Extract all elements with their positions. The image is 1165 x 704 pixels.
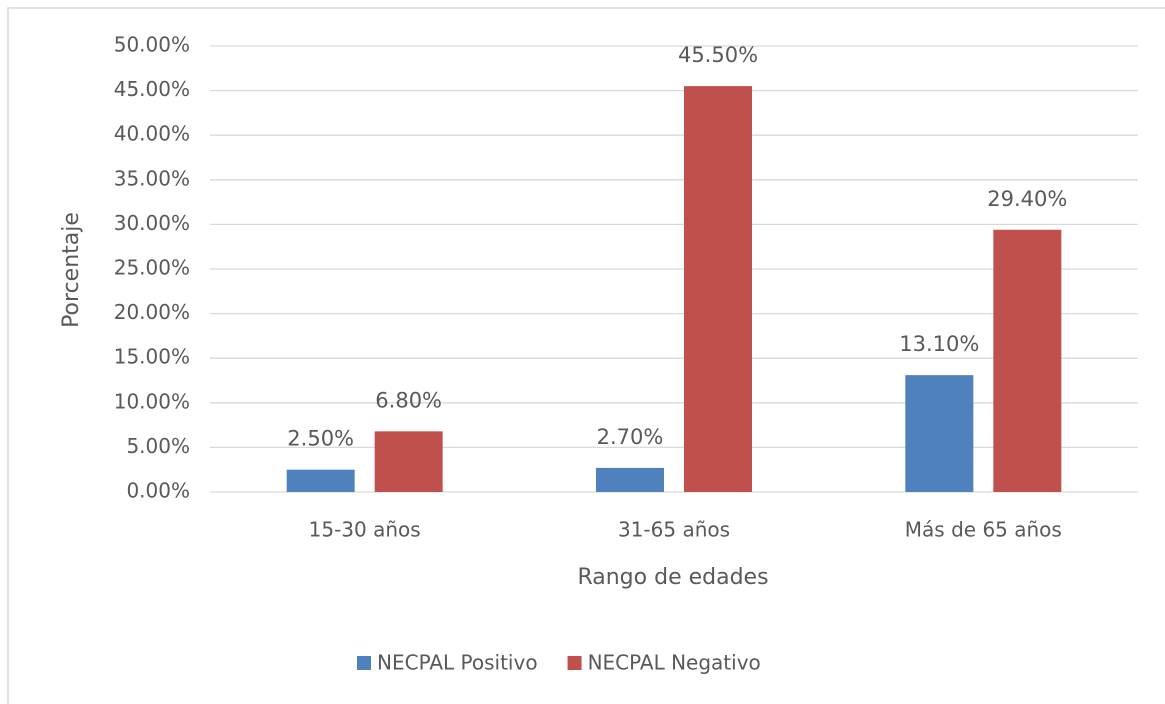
y-tick-label: 5.00%: [126, 434, 190, 458]
data-label: 45.50%: [678, 43, 758, 67]
legend-swatch: [567, 656, 582, 670]
data-label: 2.70%: [597, 425, 664, 449]
data-label: 6.80%: [375, 388, 442, 412]
x-tick-label: 15-30 años: [309, 518, 421, 542]
y-tick-label: 20.00%: [114, 300, 190, 324]
legend-label: NECPAL Negativo: [588, 651, 761, 675]
data-label: 29.40%: [987, 187, 1067, 211]
y-tick-label: 45.00%: [114, 77, 190, 101]
chart-frame: [7, 7, 1165, 704]
data-label: 13.10%: [899, 332, 979, 356]
data-label: 2.50%: [287, 427, 354, 451]
y-tick-label: 0.00%: [126, 479, 190, 503]
y-tick-label: 25.00%: [114, 256, 190, 280]
x-tick-label: 31-65 años: [618, 518, 730, 542]
bar: [286, 469, 355, 492]
x-axis-title: Rango de edades: [577, 565, 768, 590]
x-tick-label: Más de 65 años: [905, 518, 1062, 542]
bar: [374, 431, 443, 492]
legend-label: NECPAL Positivo: [377, 651, 538, 675]
legend-swatch: [357, 656, 371, 670]
bar: [993, 229, 1062, 492]
y-tick-label: 40.00%: [114, 122, 190, 146]
y-axis-title: Porcentaje: [59, 212, 84, 328]
y-tick-label: 15.00%: [114, 345, 190, 369]
y-tick-label: 35.00%: [114, 166, 190, 190]
bar: [684, 86, 752, 492]
y-tick-label: 10.00%: [114, 389, 190, 413]
y-tick-label: 50.00%: [114, 33, 190, 57]
bar: [905, 375, 974, 492]
y-tick-label: 30.00%: [114, 211, 190, 235]
bar: [596, 467, 664, 492]
